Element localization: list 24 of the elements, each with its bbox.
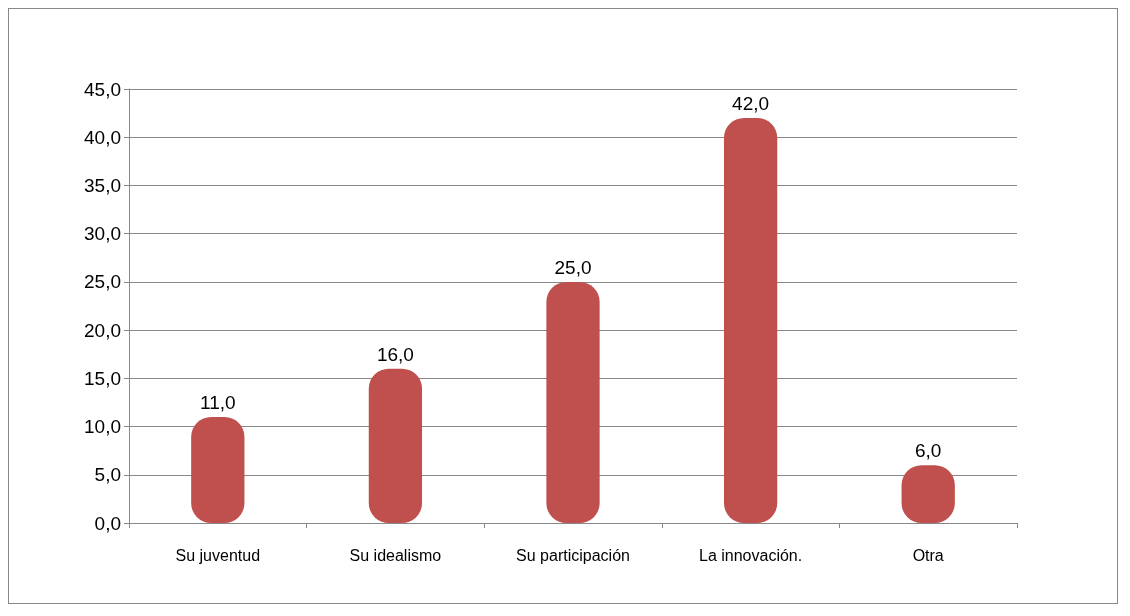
- y-tick-label: 5,0: [94, 464, 121, 486]
- data-label: 11,0: [200, 391, 236, 413]
- x-tick-label: La innovación.: [699, 546, 803, 564]
- y-tick-label: 0,0: [94, 512, 121, 534]
- bar: [368, 368, 423, 523]
- y-tick-label: 25,0: [84, 271, 121, 293]
- y-tick-label: 20,0: [84, 319, 121, 341]
- x-tick-label: Su juventud: [175, 546, 261, 564]
- y-tick-label: 15,0: [84, 367, 121, 389]
- y-tick-label: 40,0: [84, 126, 121, 148]
- y-tick-label: 35,0: [84, 174, 121, 196]
- bar: [191, 416, 245, 523]
- y-tick-label: 10,0: [84, 416, 121, 438]
- y-tick-label: 30,0: [84, 223, 121, 245]
- bar: [546, 281, 600, 523]
- data-label: 25,0: [554, 256, 592, 278]
- y-tick-label: 45,0: [84, 78, 121, 100]
- data-label: 6,0: [914, 440, 942, 462]
- data-label: 16,0: [376, 343, 414, 365]
- x-tick-label: Su participación: [516, 546, 630, 564]
- bar: [723, 117, 778, 523]
- x-tick-label: Otra: [912, 546, 944, 564]
- x-tick-label: Su idealismo: [349, 546, 442, 564]
- data-label: 42,0: [732, 92, 770, 114]
